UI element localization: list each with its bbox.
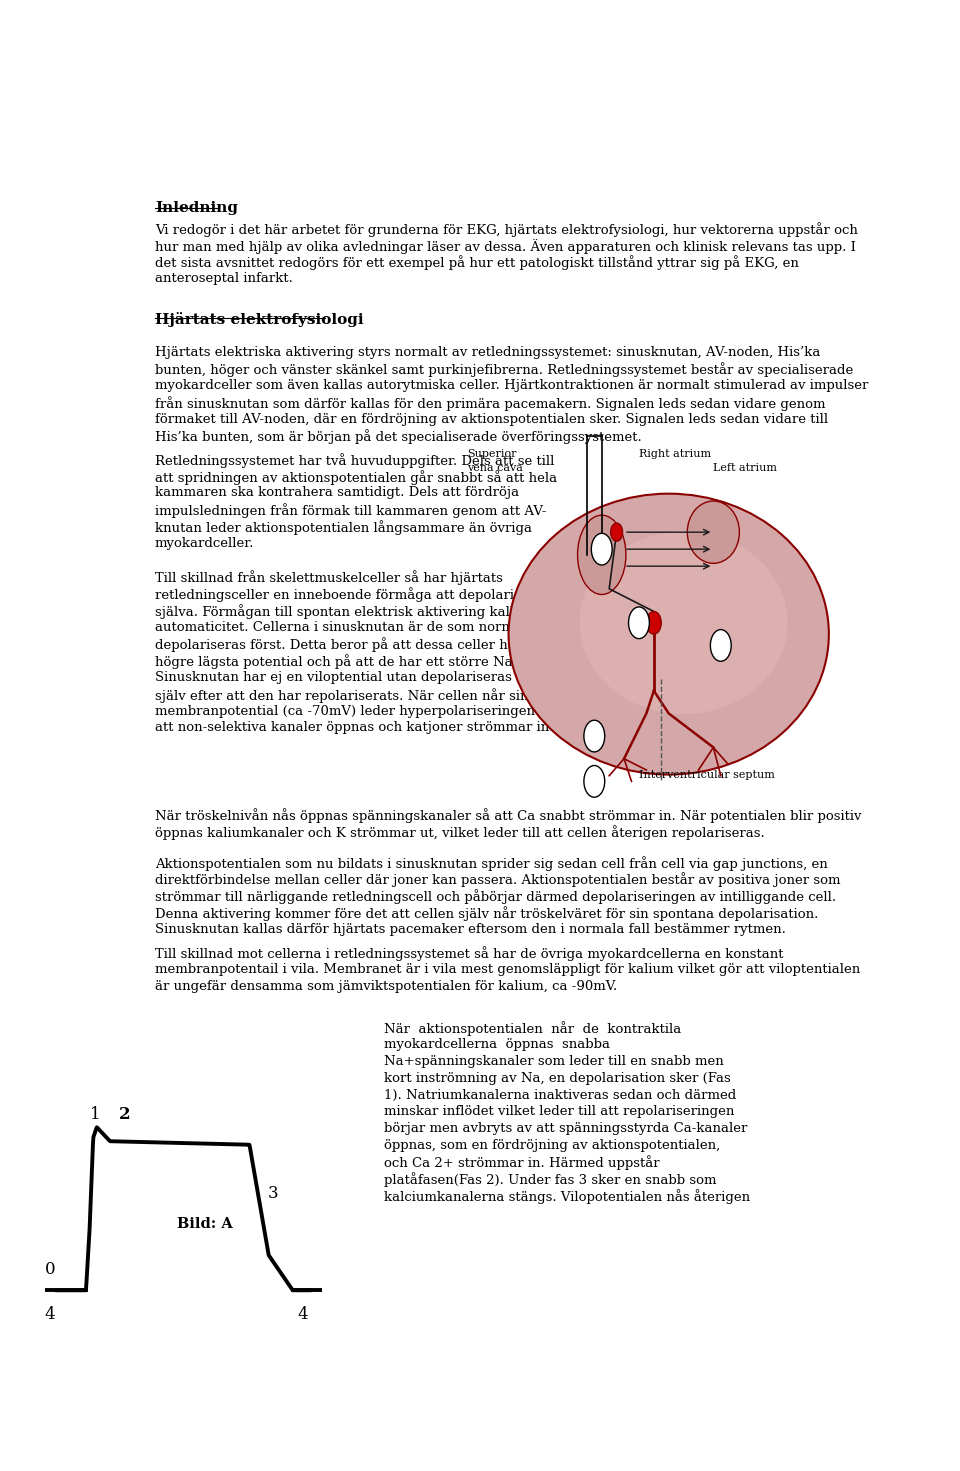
Text: Sinusknutan kallas därför hjärtats pacemaker eftersom den i normala fall bestämm: Sinusknutan kallas därför hjärtats pacem…: [155, 922, 786, 936]
Text: Till skillnad mot cellerna i retledningssystemet så har de övriga myokardcellern: Till skillnad mot cellerna i retlednings…: [155, 946, 783, 961]
Text: Na+spänningskanaler som leder till en snabb men: Na+spänningskanaler som leder till en sn…: [384, 1055, 724, 1068]
Text: automaticitet. Cellerna i sinusknutan är de som normalt: automaticitet. Cellerna i sinusknutan är…: [155, 621, 531, 634]
Text: 2: 2: [119, 1106, 131, 1124]
Text: kammaren ska kontrahera samtidigt. Dels att fördröja: kammaren ska kontrahera samtidigt. Dels …: [155, 487, 519, 500]
Text: impulsledningen från förmak till kammaren genom att AV-: impulsledningen från förmak till kammare…: [155, 503, 546, 518]
Text: membranpotentail i vila. Membranet är i vila mest genomsläppligt för kalium vilk: membranpotentail i vila. Membranet är i …: [155, 964, 860, 977]
Circle shape: [646, 612, 661, 634]
Text: platåfasen(Fas 2). Under fas 3 sker en snabb som: platåfasen(Fas 2). Under fas 3 sker en s…: [384, 1172, 716, 1187]
Text: depolariseras först. Detta beror på att dessa celler har en: depolariseras först. Detta beror på att …: [155, 637, 542, 653]
Text: 1: 1: [598, 535, 606, 549]
Text: kalciumkanalerna stängs. Vilopotentialen nås återigen: kalciumkanalerna stängs. Vilopotentialen…: [384, 1189, 751, 1203]
Text: och Ca 2+ strömmar in. Härmed uppstår: och Ca 2+ strömmar in. Härmed uppstår: [384, 1156, 660, 1171]
Text: myokardceller som även kallas autorytmiska celler. Hjärtkontraktionen är normalt: myokardceller som även kallas autorytmis…: [155, 380, 869, 393]
Text: Inledning: Inledning: [155, 202, 238, 215]
Text: Aktionspotentialen som nu bildats i sinusknutan sprider sig sedan cell från cell: Aktionspotentialen som nu bildats i sinu…: [155, 856, 828, 871]
Text: Till skillnad från skelettmuskelceller så har hjärtats: Till skillnad från skelettmuskelceller s…: [155, 571, 503, 585]
Text: Bild: A: Bild: A: [178, 1218, 233, 1231]
Circle shape: [611, 524, 623, 541]
Ellipse shape: [509, 494, 828, 775]
Text: vena cava: vena cava: [468, 463, 523, 474]
Text: är ungefär densamma som jämviktspotentialen för kalium, ca -90mV.: är ungefär densamma som jämviktspotentia…: [155, 980, 617, 993]
Text: När tröskelnivån nås öppnas spänningskanaler så att Ca snabbt strömmar in. När p: När tröskelnivån nås öppnas spänningskan…: [155, 809, 861, 824]
Text: myokardceller.: myokardceller.: [155, 537, 254, 550]
Text: 4: 4: [44, 1306, 56, 1324]
Text: själva. Förmågan till spontan elektrisk aktivering kallas: själva. Förmågan till spontan elektrisk …: [155, 605, 529, 619]
Text: 4: 4: [297, 1306, 307, 1324]
Circle shape: [710, 630, 732, 662]
Text: Retledningssystemet har två huvuduppgifter. Dels att se till: Retledningssystemet har två huvuduppgift…: [155, 453, 554, 468]
Text: själv efter att den har repolariserats. När cellen når sin lägsta: själv efter att den har repolariserats. …: [155, 688, 573, 703]
Circle shape: [629, 608, 649, 638]
Text: anteroseptal infarkt.: anteroseptal infarkt.: [155, 272, 293, 285]
Text: När  aktionspotentialen  når  de  kontraktila: När aktionspotentialen når de kontraktil…: [384, 1021, 682, 1037]
Text: 3: 3: [717, 633, 725, 646]
Text: 4: 4: [590, 722, 598, 736]
Text: knutan leder aktionspotentialen långsammare än övriga: knutan leder aktionspotentialen långsamm…: [155, 519, 532, 535]
Text: bunten, höger och vänster skänkel samt purkinjefibrerna. Retledningssystemet bes: bunten, höger och vänster skänkel samt p…: [155, 362, 853, 377]
Text: öppnas kaliumkanaler och K strömmar ut, vilket leder till att cellen återigen re: öppnas kaliumkanaler och K strömmar ut, …: [155, 825, 765, 840]
Text: Left atrium: Left atrium: [713, 463, 778, 474]
Text: myokardcellerna  öppnas  snabba: myokardcellerna öppnas snabba: [384, 1039, 611, 1052]
Text: 2: 2: [636, 609, 642, 622]
Text: det sista avsnittet redogörs för ett exempel på hur ett patologiskt tillstånd yt: det sista avsnittet redogörs för ett exe…: [155, 256, 799, 271]
Text: His’ka bunten, som är början på det specialiserade överföringssystemet.: His’ka bunten, som är början på det spec…: [155, 430, 641, 444]
Text: att non-selektiva kanaler öppnas och katjoner strömmar in.: att non-selektiva kanaler öppnas och kat…: [155, 721, 554, 734]
Circle shape: [584, 765, 605, 797]
Ellipse shape: [578, 515, 626, 594]
Ellipse shape: [687, 502, 739, 563]
Text: Hjärtats elektrofysiologi: Hjärtats elektrofysiologi: [155, 312, 364, 327]
Text: Denna aktivering kommer före det att cellen själv når tröskelväret för sin spont: Denna aktivering kommer före det att cel…: [155, 906, 818, 921]
Text: kort inströmning av Na, en depolarisation sker (Fas: kort inströmning av Na, en depolarisatio…: [384, 1072, 731, 1084]
Text: förmaket till AV-noden, där en fördröjning av aktionspotentialen sker. Signalen : förmaket till AV-noden, där en fördröjni…: [155, 412, 828, 425]
Circle shape: [591, 534, 612, 565]
Text: Superior: Superior: [468, 450, 516, 459]
Text: 5: 5: [590, 768, 598, 781]
Text: 1: 1: [90, 1106, 101, 1124]
Text: 0: 0: [44, 1261, 56, 1278]
Text: direktförbindelse mellan celler där joner kan passera. Aktionspotentialen består: direktförbindelse mellan celler där jone…: [155, 872, 840, 887]
Text: 3: 3: [268, 1186, 278, 1202]
Text: att spridningen av aktionspotentialen går snabbt så att hela: att spridningen av aktionspotentialen gå…: [155, 469, 557, 484]
Text: från sinusknutan som därför kallas för den primära pacemakern. Signalen leds sed: från sinusknutan som därför kallas för d…: [155, 396, 826, 410]
Text: minskar inflödet vilket leder till att repolariseringen: minskar inflödet vilket leder till att r…: [384, 1105, 734, 1118]
Ellipse shape: [580, 531, 787, 713]
Text: öppnas, som en fördröjning av aktionspotentialen,: öppnas, som en fördröjning av aktionspot…: [384, 1139, 720, 1152]
Text: Vi redogör i det här arbetet för grunderna för EKG, hjärtats elektrofysiologi, h: Vi redogör i det här arbetet för grunder…: [155, 222, 858, 237]
Text: 1). Natriumkanalerna inaktiveras sedan och därmed: 1). Natriumkanalerna inaktiveras sedan o…: [384, 1089, 736, 1102]
Text: börjar men avbryts av att spänningsstyrda Ca-kanaler: börjar men avbryts av att spänningsstyrd…: [384, 1122, 748, 1136]
Text: strömmar till närliggande retledningscell och påbörjar därmed depolariseringen a: strömmar till närliggande retledningscel…: [155, 888, 836, 905]
Text: Interventricular septum: Interventricular septum: [639, 769, 775, 780]
Text: Sinusknutan har ej en viloptential utan depolariseras av sig: Sinusknutan har ej en viloptential utan …: [155, 671, 555, 684]
Text: retledningsceller en inneboende förmåga att depolarisera sig: retledningsceller en inneboende förmåga …: [155, 587, 566, 602]
Text: Right atrium: Right atrium: [639, 450, 711, 459]
Text: högre lägsta potential och på att de har ett större Na-läckage.: högre lägsta potential och på att de har…: [155, 655, 573, 669]
Text: membranpotential (ca -70mV) leder hyperpolariseringen till: membranpotential (ca -70mV) leder hyperp…: [155, 705, 557, 718]
Text: Hjärtats elektriska aktivering styrs normalt av retledningssystemet: sinusknutan: Hjärtats elektriska aktivering styrs nor…: [155, 346, 821, 359]
Text: hur man med hjälp av olika avledningar läser av dessa. Även apparaturen och klin: hur man med hjälp av olika avledningar l…: [155, 238, 856, 253]
Circle shape: [584, 721, 605, 752]
